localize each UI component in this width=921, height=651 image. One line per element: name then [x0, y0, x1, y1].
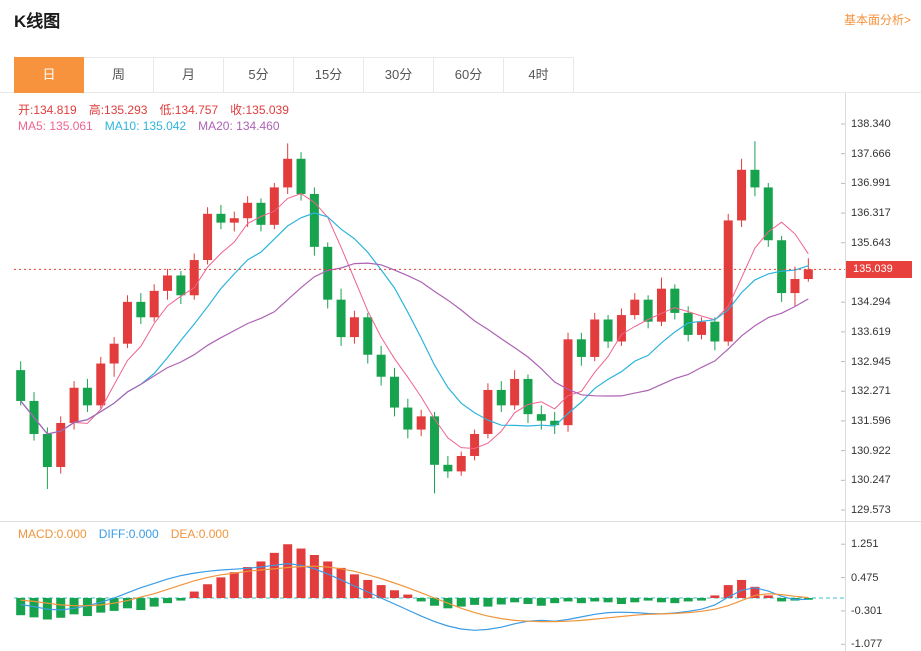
tab-5分[interactable]: 5分: [224, 57, 294, 93]
ma-legend: MA5: 135.061 MA10: 135.042 MA20: 134.460: [18, 119, 280, 133]
macd-legend: MACD:0.000 DIFF:0.000 DEA:0.000: [18, 527, 229, 541]
price-axis-label: 135.643: [851, 236, 891, 249]
legend-item: 收:135.039: [230, 103, 289, 117]
price-axis-label: 137.666: [851, 147, 891, 160]
price-axis-label: 130.247: [851, 474, 891, 487]
tab-bar: 日周月 5分 15分 30分 60分 4时: [14, 57, 574, 93]
legend-item: MA20: 134.460: [198, 119, 280, 133]
tab-30分[interactable]: 30分: [364, 57, 434, 93]
legend-item: 开:134.819: [18, 103, 77, 117]
current-price-tag: 135.039: [846, 260, 912, 278]
ohlc-legend: 开:134.819 高:135.293 低:134.757 收:135.039: [18, 101, 289, 118]
legend-item: DIFF:0.000: [98, 527, 159, 541]
macd-axis-label: -1.077: [851, 638, 883, 651]
legend-item: 低:134.757: [159, 103, 219, 117]
tab-60分[interactable]: 60分: [434, 57, 504, 93]
price-axis-label: 132.945: [851, 355, 891, 368]
page-title: K线图: [14, 12, 61, 31]
fundamental-analysis-link[interactable]: 基本面分析>: [843, 13, 911, 27]
macd-axis-label: 0.475: [851, 571, 879, 584]
legend-item: MACD:0.000: [18, 527, 87, 541]
legend-item: MA10: 135.042: [104, 119, 187, 133]
price-axis-label: 133.619: [851, 325, 891, 338]
price-axis-label: 136.317: [851, 207, 891, 220]
price-axis-label: 134.294: [851, 296, 891, 309]
tab-月[interactable]: 月: [154, 57, 224, 93]
price-axis-label: 132.271: [851, 385, 891, 398]
legend-item: 高:135.293: [88, 103, 148, 117]
macd-axis-label: 1.251: [851, 538, 879, 551]
price-axis-label: 131.596: [851, 414, 891, 427]
price-axis-label: 130.922: [851, 444, 891, 457]
tab-15分[interactable]: 15分: [294, 57, 364, 93]
price-axis-label: 129.573: [851, 504, 891, 516]
price-axis-label: 136.991: [851, 177, 891, 190]
legend-item: MA5: 135.061: [18, 119, 93, 133]
macd-axis-label: -0.301: [851, 604, 883, 617]
tab-日[interactable]: 日: [14, 57, 84, 93]
legend-item: DEA:0.000: [170, 527, 229, 541]
tab-4时[interactable]: 4时: [504, 57, 574, 93]
tab-周[interactable]: 周: [84, 57, 154, 93]
price-axis-label: 138.340: [851, 118, 891, 130]
